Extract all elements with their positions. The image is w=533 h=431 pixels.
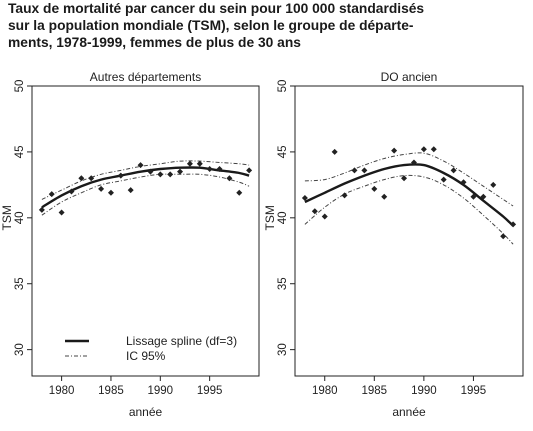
y-tick-label: 45 [277,146,289,159]
data-point [391,147,398,154]
data-point [117,172,124,179]
x-tick-label: 1985 [362,385,388,397]
data-point [381,193,388,200]
figure-title: Taux de mortalité par cancer du sein pou… [8,0,528,51]
x-tick-label: 1990 [411,385,437,397]
data-point [58,209,65,216]
data-point [206,166,213,173]
data-point [361,167,368,174]
data-point [510,221,517,228]
x-tick-label: 1985 [98,385,124,397]
data-point [341,192,348,199]
data-point [401,175,408,182]
data-point [351,167,358,174]
panel-title: Autres départements [90,70,201,84]
data-point [216,166,223,173]
data-point [226,175,233,182]
data-point [470,193,477,200]
y-tick-label: 30 [14,343,26,356]
y-tick-label: 35 [277,277,289,290]
data-point [98,185,105,192]
y-axis-label: TSM [0,205,14,230]
data-point [107,189,114,196]
x-tick-label: 1990 [148,385,174,397]
data-point [68,188,75,195]
data-point [371,185,378,192]
data-point [78,175,85,182]
data-point [38,206,45,213]
data-point [321,213,328,220]
data-point [480,193,487,200]
x-tick-label: 1980 [49,385,75,397]
y-tick-label: 40 [14,211,26,224]
data-point [147,168,154,175]
figure-title-line-2: sur la population mondiale (TSM), selon … [8,18,414,33]
data-point [137,162,144,169]
y-tick-label: 50 [277,80,289,93]
panel-do-ancien: DO ancien 1980 1985 1990 1995 30 35 40 45 50 année… [263,70,524,419]
data-point [490,181,497,188]
x-tick-label: 1995 [461,385,487,397]
y-axis-label: TSM [263,205,277,230]
y-tick-label: 50 [14,80,26,93]
panel-autres-departements: Autres départements 1980 1985 1990 1995 30 35 4… [0,70,260,419]
data-point [440,176,447,183]
legend-label-ci: IC 95% [126,349,166,363]
x-tick-label: 1995 [197,385,223,397]
data-point [177,168,184,175]
x-tick-label: 1980 [312,385,338,397]
data-point [167,171,174,178]
x-axis-label: année [392,405,426,419]
data-point [450,167,457,174]
spline-fit-line [304,163,514,227]
ci-upper-line [304,152,514,207]
plot-frame [31,85,260,377]
data-point [331,148,338,155]
data-point [196,160,203,167]
y-tick-label: 30 [277,343,289,356]
data-point [186,160,193,167]
spline-fit-line [41,166,250,209]
data-point [420,146,427,153]
data-point [48,191,55,198]
data-point [157,171,164,178]
data-point [236,189,243,196]
figure-title-line-3: ments, 1978-1999, femmes de plus de 30 a… [8,35,301,50]
data-point [430,146,437,153]
data-point [88,175,95,182]
data-point [460,179,467,186]
y-tick-label: 45 [14,146,26,159]
data-point [311,208,318,215]
ci-lower-line [41,173,250,216]
y-tick-label: 35 [14,277,26,290]
x-axis-label: année [129,405,163,419]
panel-title: DO ancien [381,70,438,84]
data-point [127,187,134,194]
data-point [246,167,253,174]
data-point [301,195,308,202]
data-point [500,233,507,240]
legend-label-spline: Lissage spline (df=3) [126,334,237,348]
plot-frame [294,85,524,377]
data-point [410,159,417,166]
ci-upper-line [41,160,250,200]
figure-title-line-1: Taux de mortalité par cancer du sein pou… [8,1,425,16]
y-tick-label: 40 [277,211,289,224]
